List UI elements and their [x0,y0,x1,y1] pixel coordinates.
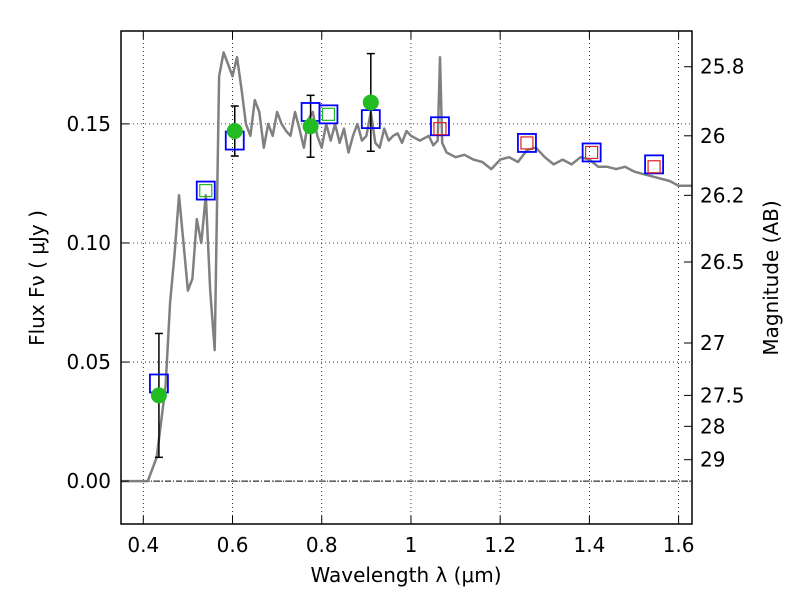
magnitude-tick-label: 26.5 [700,250,745,274]
model-square-marker [199,183,213,198]
magnitude-tick-label: 26.2 [700,183,745,207]
x-tick-label: 0.4 [127,533,159,557]
photometry-square-marker [318,104,339,125]
model-square-marker [585,145,599,160]
x-tick-label: 1.6 [663,533,695,557]
photometry-square-marker [644,154,664,175]
template-spectrum-line [121,51,692,483]
grid-lines [121,31,692,524]
x-axis-label: Wavelength λ (μm) [310,563,501,587]
series-layer [121,51,692,483]
measured-flux-point [226,123,243,140]
measured-flux-point [150,387,167,404]
magnitude-tick-label: 28 [700,414,725,438]
magnitude-tick-label: 29 [700,448,725,472]
magnitude-tick-label: 27 [700,331,725,355]
y-tick-label: 0.15 [66,112,111,136]
y-axis-label: Flux Fν ( μJy ) [25,210,49,346]
measured-flux-point [362,94,379,111]
magnitude-tick-label: 26 [700,124,725,148]
model-square-marker [433,122,447,136]
magnitude-tick-label: 25.8 [700,55,745,79]
y-axis-label-right: Magnitude (AB) [759,200,783,355]
photometry-square-marker [581,142,602,163]
x-tick-label: 0.6 [217,533,249,557]
y-tick-label: 0.10 [66,231,111,255]
x-tick-label: 1.2 [484,533,516,557]
photometry-square-marker [517,133,537,153]
x-tick-label: 1.4 [573,533,605,557]
x-tick-label: 1 [405,533,418,557]
y-tick-label: 0.05 [66,350,111,374]
x-tick-label: 0.8 [306,533,338,557]
photometry-square-marker [195,180,216,201]
magnitude-tick-label: 27.5 [700,383,745,407]
axis-ticks: 0.4 0.6 0.8 1 1.2 1.4 1.6 0.00 0.05 0.10 0.15 25.8 2… [66,31,745,557]
y-tick-label: 0.00 [66,469,111,493]
model-square-marker [520,136,534,150]
measured-flux-point [302,118,319,135]
model-square-marker [647,160,661,174]
plot-frame [120,30,693,525]
model-square-marker [321,107,336,121]
photometry-square-marker [430,116,450,137]
